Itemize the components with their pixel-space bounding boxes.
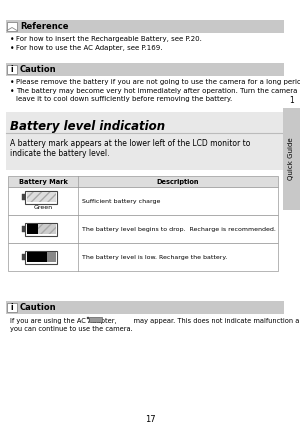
Bar bbox=[6, 112, 284, 170]
Text: The battery level is low. Recharge the battery.: The battery level is low. Recharge the b… bbox=[82, 255, 227, 260]
Bar bbox=[89, 317, 102, 321]
Text: Battery level indication: Battery level indication bbox=[10, 119, 165, 133]
Text: you can continue to use the camera.: you can continue to use the camera. bbox=[10, 326, 133, 332]
Text: A battery mark appears at the lower left of the LCD monitor to: A battery mark appears at the lower left… bbox=[10, 139, 250, 148]
Bar bbox=[22, 226, 25, 232]
Text: •: • bbox=[10, 34, 14, 43]
Text: Sufficient battery charge: Sufficient battery charge bbox=[82, 198, 160, 204]
Text: Description: Description bbox=[157, 178, 199, 184]
Text: 17: 17 bbox=[145, 416, 155, 425]
Text: Reference: Reference bbox=[20, 22, 68, 31]
Text: Please remove the battery if you are not going to use the camera for a long peri: Please remove the battery if you are not… bbox=[16, 79, 300, 85]
Bar bbox=[22, 194, 25, 200]
Text: The battery may become very hot immediately after operation. Turn the camera off: The battery may become very hot immediat… bbox=[16, 88, 300, 94]
Bar bbox=[26, 224, 38, 234]
Text: indicate the battery level.: indicate the battery level. bbox=[10, 148, 110, 158]
Text: Caution: Caution bbox=[20, 303, 57, 312]
Text: •: • bbox=[10, 87, 14, 96]
Text: Quick Guide: Quick Guide bbox=[289, 138, 295, 180]
Text: leave it to cool down sufficiently before removing the battery.: leave it to cool down sufficiently befor… bbox=[16, 96, 232, 102]
Bar bbox=[22, 254, 25, 260]
Text: Battery Mark: Battery Mark bbox=[19, 178, 68, 184]
Bar bbox=[8, 215, 278, 243]
Bar bbox=[7, 303, 17, 312]
Text: 1: 1 bbox=[289, 96, 294, 105]
Bar bbox=[7, 65, 17, 74]
Bar bbox=[6, 63, 284, 76]
Bar bbox=[7, 22, 17, 31]
Bar bbox=[26, 252, 47, 262]
Text: i: i bbox=[11, 303, 13, 312]
Bar bbox=[25, 250, 57, 264]
Bar bbox=[26, 192, 56, 202]
Text: If you are using the AC Adapter,        may appear. This does not indicate malfu: If you are using the AC Adapter, may app… bbox=[10, 318, 300, 324]
Text: •: • bbox=[10, 77, 14, 87]
Bar bbox=[25, 190, 57, 204]
Text: Green: Green bbox=[33, 205, 52, 210]
Bar bbox=[25, 223, 57, 235]
Bar bbox=[8, 187, 278, 215]
Bar bbox=[8, 243, 278, 271]
Bar bbox=[87, 317, 89, 319]
Text: •: • bbox=[10, 43, 14, 53]
Text: i: i bbox=[11, 65, 13, 74]
Text: Caution: Caution bbox=[20, 65, 57, 74]
Bar bbox=[6, 301, 284, 314]
Text: The battery level begins to drop.  Recharge is recommended.: The battery level begins to drop. Rechar… bbox=[82, 227, 276, 232]
Bar bbox=[283, 108, 300, 210]
Bar bbox=[6, 20, 284, 33]
Bar bbox=[47, 252, 56, 262]
Bar bbox=[38, 224, 56, 234]
Text: For how to use the AC Adapter, see P.169.: For how to use the AC Adapter, see P.169… bbox=[16, 45, 163, 51]
Text: For how to insert the Rechargeable Battery, see P.20.: For how to insert the Rechargeable Batte… bbox=[16, 36, 202, 42]
Bar bbox=[8, 176, 278, 187]
